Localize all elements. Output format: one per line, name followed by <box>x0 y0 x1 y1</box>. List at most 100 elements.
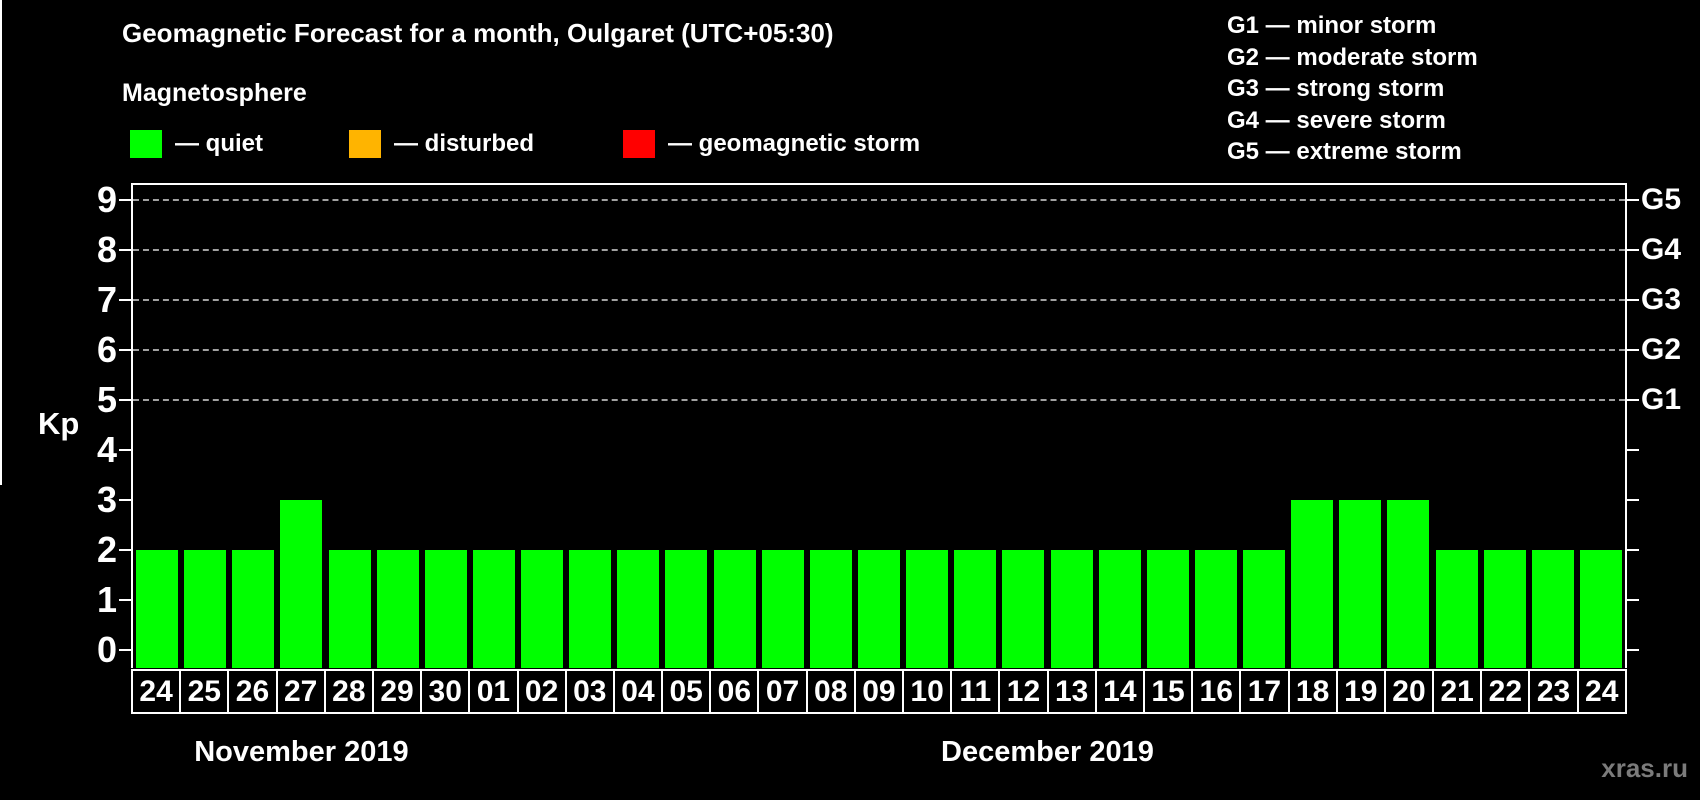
legend-item-disturbed: — disturbed <box>349 129 534 159</box>
kp-bar <box>1483 550 1526 668</box>
right-axis-label-G2: G2 <box>1641 333 1682 366</box>
day-label: 24 <box>1576 671 1625 712</box>
storm-scale-line: G3 — strong storm <box>1227 75 1445 102</box>
quiet-color-swatch <box>130 130 162 158</box>
right-axis-tick <box>1627 199 1639 201</box>
day-label: 23 <box>1528 671 1576 712</box>
day-label: 19 <box>1335 671 1384 712</box>
right-axis-tick <box>1627 499 1639 501</box>
kp-bar <box>1146 550 1189 668</box>
y-tick-label: 4 <box>96 429 117 470</box>
chart-title: Geomagnetic Forecast for a month, Oulgar… <box>122 18 834 48</box>
plot-area <box>131 183 1627 668</box>
day-label: 02 <box>516 671 565 712</box>
kp-bar <box>1098 550 1141 668</box>
storm-scale-line: G1 — minor storm <box>1227 12 1437 39</box>
day-label: 24 <box>139 674 173 708</box>
y-axis-tick <box>119 249 131 251</box>
y-axis-tick <box>119 449 131 451</box>
day-label: 30 <box>420 671 468 712</box>
y-tick-label: 7 <box>96 279 117 320</box>
kp-bar <box>858 550 900 668</box>
right-axis-label-G3: G3 <box>1641 283 1682 316</box>
day-label: 26 <box>227 671 275 712</box>
y-tick-label: 1 <box>96 579 117 620</box>
storm-scale-line: G5 — extreme storm <box>1227 138 1462 165</box>
y-axis-label: Kp <box>38 406 80 441</box>
y-axis-tick <box>119 649 131 651</box>
y-tick-label: 2 <box>96 529 117 570</box>
y-axis-tick <box>119 349 131 351</box>
right-axis-tick <box>1627 249 1639 251</box>
y-axis-tick <box>119 399 131 401</box>
y-axis-tick <box>119 299 131 301</box>
kp-bar <box>665 550 708 668</box>
kp-bar <box>424 550 467 668</box>
day-label: 20 <box>1383 671 1432 712</box>
day-label: 27 <box>275 671 324 712</box>
gridline-kp-6 <box>133 349 1625 351</box>
day-label: 01 <box>468 671 516 712</box>
day-label: 15 <box>1142 671 1191 712</box>
kp-bar <box>232 550 275 668</box>
gridline-kp-9 <box>133 199 1625 201</box>
right-axis-label-G4: G4 <box>1641 233 1682 266</box>
day-label: 22 <box>1480 671 1528 712</box>
day-label: 28 <box>323 671 372 712</box>
y-axis-tick <box>119 199 131 201</box>
day-label: 16 <box>1191 671 1239 712</box>
day-label: 29 <box>371 671 420 712</box>
kp-bar <box>954 550 997 668</box>
y-axis-tick <box>119 499 131 501</box>
storm-scale-line: G4 — severe storm <box>1227 106 1446 134</box>
kp-bar <box>713 550 756 668</box>
day-label: 18 <box>1287 671 1336 712</box>
gridline-kp-8 <box>133 249 1625 251</box>
kp-bar <box>1435 550 1478 668</box>
storm-scale-legend: G1 — minor storm G2 — moderate storm G3 — … <box>1227 10 1478 168</box>
kp-bar <box>328 550 371 668</box>
day-label: 12 <box>998 671 1046 712</box>
geomagnetic-storm-color-swatch <box>623 130 655 158</box>
kp-bar <box>1291 500 1334 668</box>
kp-bar <box>617 550 660 668</box>
right-axis-tick <box>1627 399 1639 401</box>
kp-bar <box>136 550 179 668</box>
kp-bar <box>906 550 949 668</box>
day-label: 11 <box>950 671 998 712</box>
day-label: 08 <box>805 671 854 712</box>
y-tick-label: 3 <box>96 479 117 520</box>
kp-bar <box>1387 500 1430 668</box>
kp-bar <box>1339 500 1382 668</box>
y-tick-label: 8 <box>96 229 117 270</box>
right-axis-tick <box>1627 549 1639 551</box>
day-label: 03 <box>564 671 613 712</box>
kp-bar <box>1050 550 1093 668</box>
y-tick-label: 9 <box>96 179 117 220</box>
day-label: 09 <box>853 671 902 712</box>
day-label: 14 <box>1094 671 1143 712</box>
legend-item-label: — disturbed <box>394 130 535 157</box>
day-axis-row: 24 25 26 27 28 29 30 01 02 03 04 05 06 07 08 09 10 11 12 13… <box>131 669 1627 714</box>
kp-bar <box>280 500 323 668</box>
kp-bar <box>761 550 804 668</box>
y-axis-tick <box>119 549 131 551</box>
day-label: 07 <box>757 671 805 712</box>
right-axis-tick <box>1627 449 1639 451</box>
kp-bar <box>1002 550 1045 668</box>
disturbed-color-swatch <box>349 130 381 158</box>
y-tick-label: 0 <box>96 629 117 670</box>
kp-bar <box>569 550 612 668</box>
magnetosphere-legend-heading: Magnetosphere <box>122 79 307 107</box>
day-label: 10 <box>902 671 950 712</box>
legend-item-label: — quiet <box>175 130 263 157</box>
kp-bar <box>809 550 852 668</box>
y-axis-tick <box>119 599 131 601</box>
month-label: November 2019 <box>194 736 409 768</box>
watermark: xras.ru <box>1601 753 1688 783</box>
legend-item-label: — geomagnetic storm <box>668 130 921 157</box>
day-label: 25 <box>179 671 227 712</box>
storm-scale-line: G2 — moderate storm <box>1227 43 1478 71</box>
kp-bar <box>1194 550 1237 668</box>
